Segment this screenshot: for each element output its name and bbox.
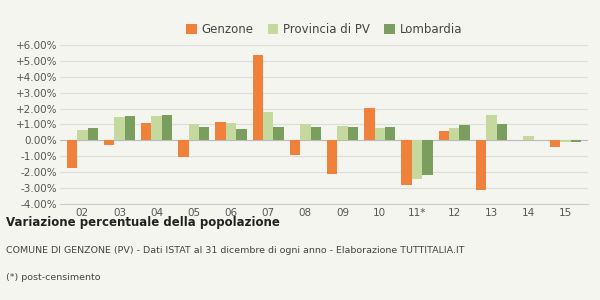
Bar [178, 140, 188, 157]
Bar [486, 115, 497, 140]
Bar [263, 112, 274, 140]
Bar [77, 130, 88, 140]
Bar [188, 124, 199, 140]
Bar [300, 124, 311, 140]
Bar [104, 140, 114, 145]
Bar [571, 140, 581, 142]
Bar [337, 126, 348, 140]
Bar [327, 140, 337, 174]
Bar [311, 127, 321, 140]
Bar [374, 128, 385, 140]
Bar [476, 140, 486, 190]
Text: (*) post-censimento: (*) post-censimento [6, 273, 101, 282]
Bar [114, 116, 125, 140]
Bar [215, 122, 226, 140]
Bar [449, 128, 460, 140]
Bar [364, 108, 374, 140]
Bar [141, 123, 151, 140]
Text: Variazione percentuale della popolazione: Variazione percentuale della popolazione [6, 216, 280, 229]
Bar [460, 125, 470, 140]
Bar [274, 127, 284, 140]
Bar [125, 116, 135, 140]
Bar [151, 116, 162, 140]
Text: COMUNE DI GENZONE (PV) - Dati ISTAT al 31 dicembre di ogni anno - Elaborazione T: COMUNE DI GENZONE (PV) - Dati ISTAT al 3… [6, 246, 464, 255]
Bar [523, 136, 534, 140]
Bar [348, 127, 358, 140]
Bar [550, 140, 560, 147]
Bar [401, 140, 412, 185]
Bar [290, 140, 300, 155]
Bar [88, 128, 98, 140]
Bar [162, 115, 172, 140]
Bar [385, 127, 395, 140]
Bar [422, 140, 433, 176]
Bar [236, 129, 247, 140]
Bar [226, 123, 236, 140]
Bar [199, 127, 209, 140]
Bar [67, 140, 77, 168]
Bar [253, 55, 263, 140]
Bar [439, 131, 449, 140]
Legend: Genzone, Provincia di PV, Lombardia: Genzone, Provincia di PV, Lombardia [186, 23, 462, 36]
Bar [497, 124, 507, 140]
Bar [560, 140, 571, 142]
Bar [412, 140, 422, 178]
